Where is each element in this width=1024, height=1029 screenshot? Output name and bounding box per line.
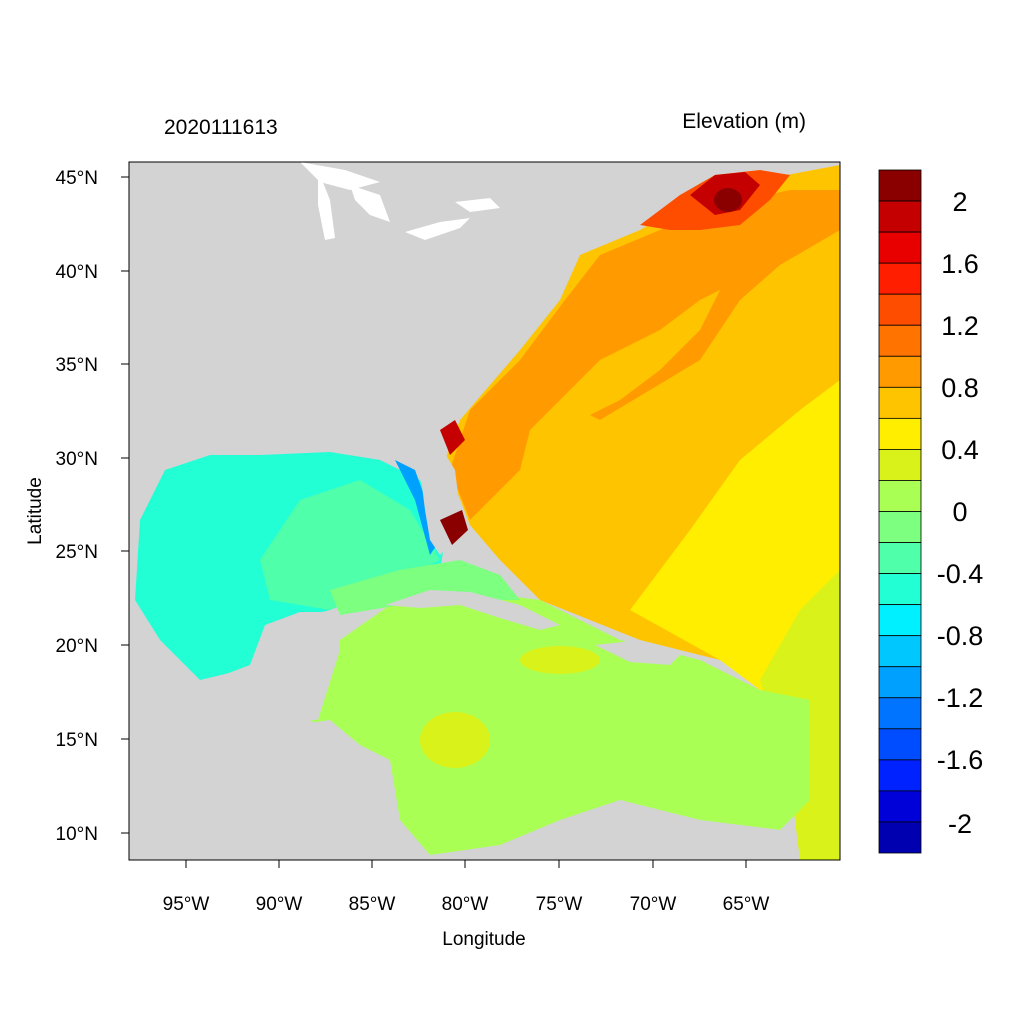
colorbar-swatch bbox=[878, 635, 922, 668]
southeast-yellow-region bbox=[630, 380, 840, 700]
caribbean-yellowgreen-patch bbox=[420, 712, 490, 768]
florida-surge-edge bbox=[440, 510, 468, 545]
colorbar-swatch bbox=[878, 386, 922, 419]
y-tick-label: 10°N bbox=[56, 824, 98, 845]
colorbar-swatch bbox=[878, 511, 922, 543]
x-tick-label: 65°W bbox=[723, 894, 770, 915]
colorbar-label: -1.6 bbox=[937, 745, 984, 775]
y-tick-label: 20°N bbox=[56, 636, 98, 657]
colorbar bbox=[878, 169, 922, 854]
y-axis-title: Latitude bbox=[25, 477, 46, 545]
colorbar-swatch bbox=[878, 480, 922, 512]
colorbar-label: 0.8 bbox=[941, 373, 979, 403]
bay-of-fundy-max bbox=[714, 188, 742, 212]
colorbar-swatch bbox=[878, 542, 922, 574]
x-tick-label: 70°W bbox=[630, 894, 677, 915]
colorbar-label: -0.4 bbox=[937, 559, 984, 589]
lake-superior bbox=[300, 162, 380, 190]
inner-mid-band bbox=[560, 290, 720, 420]
colorbar-swatch bbox=[878, 324, 922, 357]
map-frame bbox=[128, 161, 841, 861]
colorbar-swatch bbox=[878, 759, 922, 792]
y-axis-ticks bbox=[121, 176, 129, 834]
x-axis-ticks bbox=[185, 860, 747, 868]
carolina-coast-surge bbox=[440, 420, 465, 455]
x-tick-label: 95°W bbox=[163, 894, 210, 915]
south-america-land bbox=[560, 800, 800, 860]
hispaniola-land bbox=[595, 640, 680, 665]
colorbar-swatch bbox=[878, 790, 922, 823]
colorbar-swatch bbox=[878, 231, 922, 264]
colorbar-label: 2 bbox=[952, 187, 967, 217]
cuba-land bbox=[385, 590, 560, 630]
colorbar-swatch bbox=[878, 262, 922, 295]
y-tick-label: 15°N bbox=[56, 730, 98, 751]
colorbar-swatch bbox=[878, 666, 922, 699]
colorbar-label: -2 bbox=[948, 809, 972, 839]
colorbar-swatch bbox=[878, 355, 922, 388]
colorbar-swatch bbox=[878, 200, 922, 233]
x-tick-label: 75°W bbox=[536, 894, 583, 915]
colorbar-swatch bbox=[878, 604, 922, 637]
central-america-land bbox=[129, 710, 430, 860]
x-tick-label: 85°W bbox=[349, 894, 396, 915]
y-tick-label: 40°N bbox=[56, 262, 98, 283]
colorbar-swatch bbox=[878, 449, 922, 481]
colorbar-label: 1.6 bbox=[941, 249, 979, 279]
y-tick-label: 45°N bbox=[56, 168, 98, 189]
colorbar-swatch bbox=[878, 293, 922, 326]
colorbar-swatch bbox=[878, 417, 922, 450]
x-tick-label: 80°W bbox=[442, 894, 489, 915]
timestamp-label: 2020111613 bbox=[164, 116, 278, 139]
lake-huron bbox=[350, 185, 390, 222]
colorbar-label: -0.8 bbox=[937, 621, 984, 651]
colorbar-swatch bbox=[878, 728, 922, 761]
colorbar-swatch bbox=[878, 697, 922, 730]
florida-straits-band bbox=[330, 560, 520, 615]
y-tick-label: 35°N bbox=[56, 355, 98, 376]
x-tick-label: 90°W bbox=[256, 894, 303, 915]
colorbar-swatch bbox=[878, 169, 922, 202]
x-axis-title: Longitude bbox=[442, 929, 525, 950]
caribbean-sea-field bbox=[310, 590, 810, 855]
y-tick-label: 25°N bbox=[56, 542, 98, 563]
lake-erie bbox=[405, 218, 470, 240]
colorbar-label: 0.4 bbox=[941, 435, 979, 465]
map-panel bbox=[129, 162, 840, 860]
caribbean-yellowgreen-patch-2 bbox=[520, 646, 600, 674]
lake-michigan bbox=[318, 170, 335, 240]
colorbar-label: -1.2 bbox=[937, 683, 984, 713]
colorbar-label: 1.2 bbox=[941, 311, 979, 341]
lake-ontario bbox=[455, 198, 500, 212]
colorbar-swatch bbox=[878, 821, 922, 854]
yucatan-land bbox=[210, 612, 340, 720]
variable-label: Elevation (m) bbox=[682, 110, 806, 133]
y-tick-label: 30°N bbox=[56, 449, 98, 470]
colorbar-swatch bbox=[878, 573, 922, 606]
colorbar-label: 0 bbox=[952, 497, 967, 527]
